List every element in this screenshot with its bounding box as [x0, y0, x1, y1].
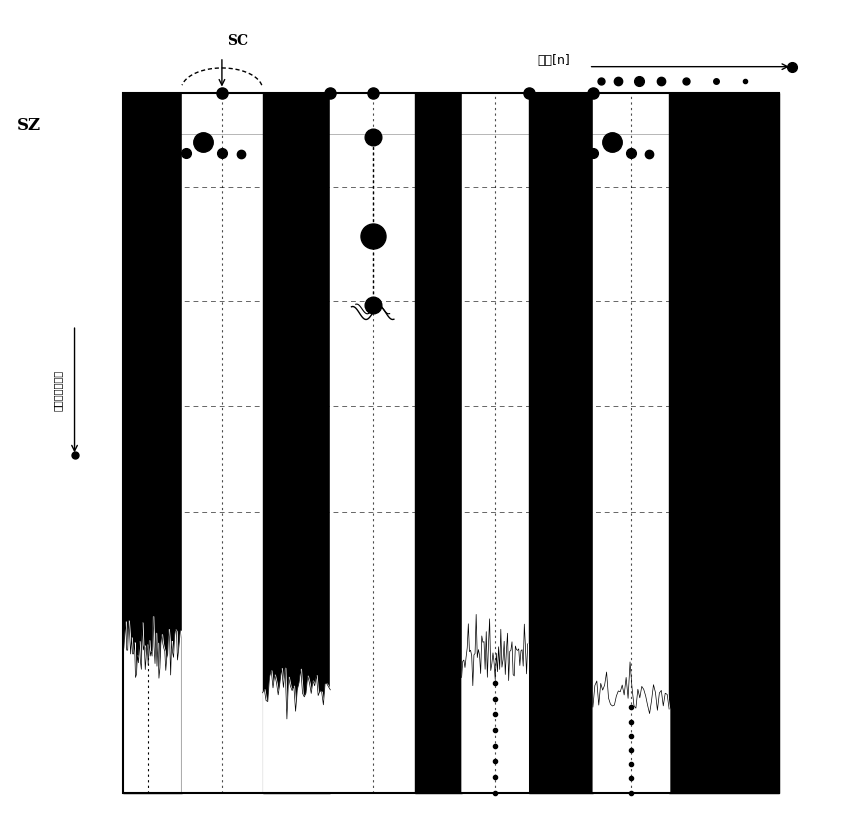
Bar — [263, 93, 330, 793]
Bar — [182, 93, 263, 793]
Text: SC: SC — [227, 33, 248, 48]
Bar — [462, 93, 529, 793]
Bar — [330, 93, 415, 793]
Bar — [415, 93, 462, 793]
Bar — [123, 93, 779, 793]
Bar — [123, 93, 182, 793]
Text: 特征信号测量面: 特征信号测量面 — [53, 370, 63, 411]
Bar — [593, 93, 669, 793]
Text: 时间[n]: 时间[n] — [538, 54, 571, 67]
Bar — [529, 93, 593, 793]
Bar — [669, 93, 779, 793]
Text: SZ: SZ — [17, 117, 41, 134]
